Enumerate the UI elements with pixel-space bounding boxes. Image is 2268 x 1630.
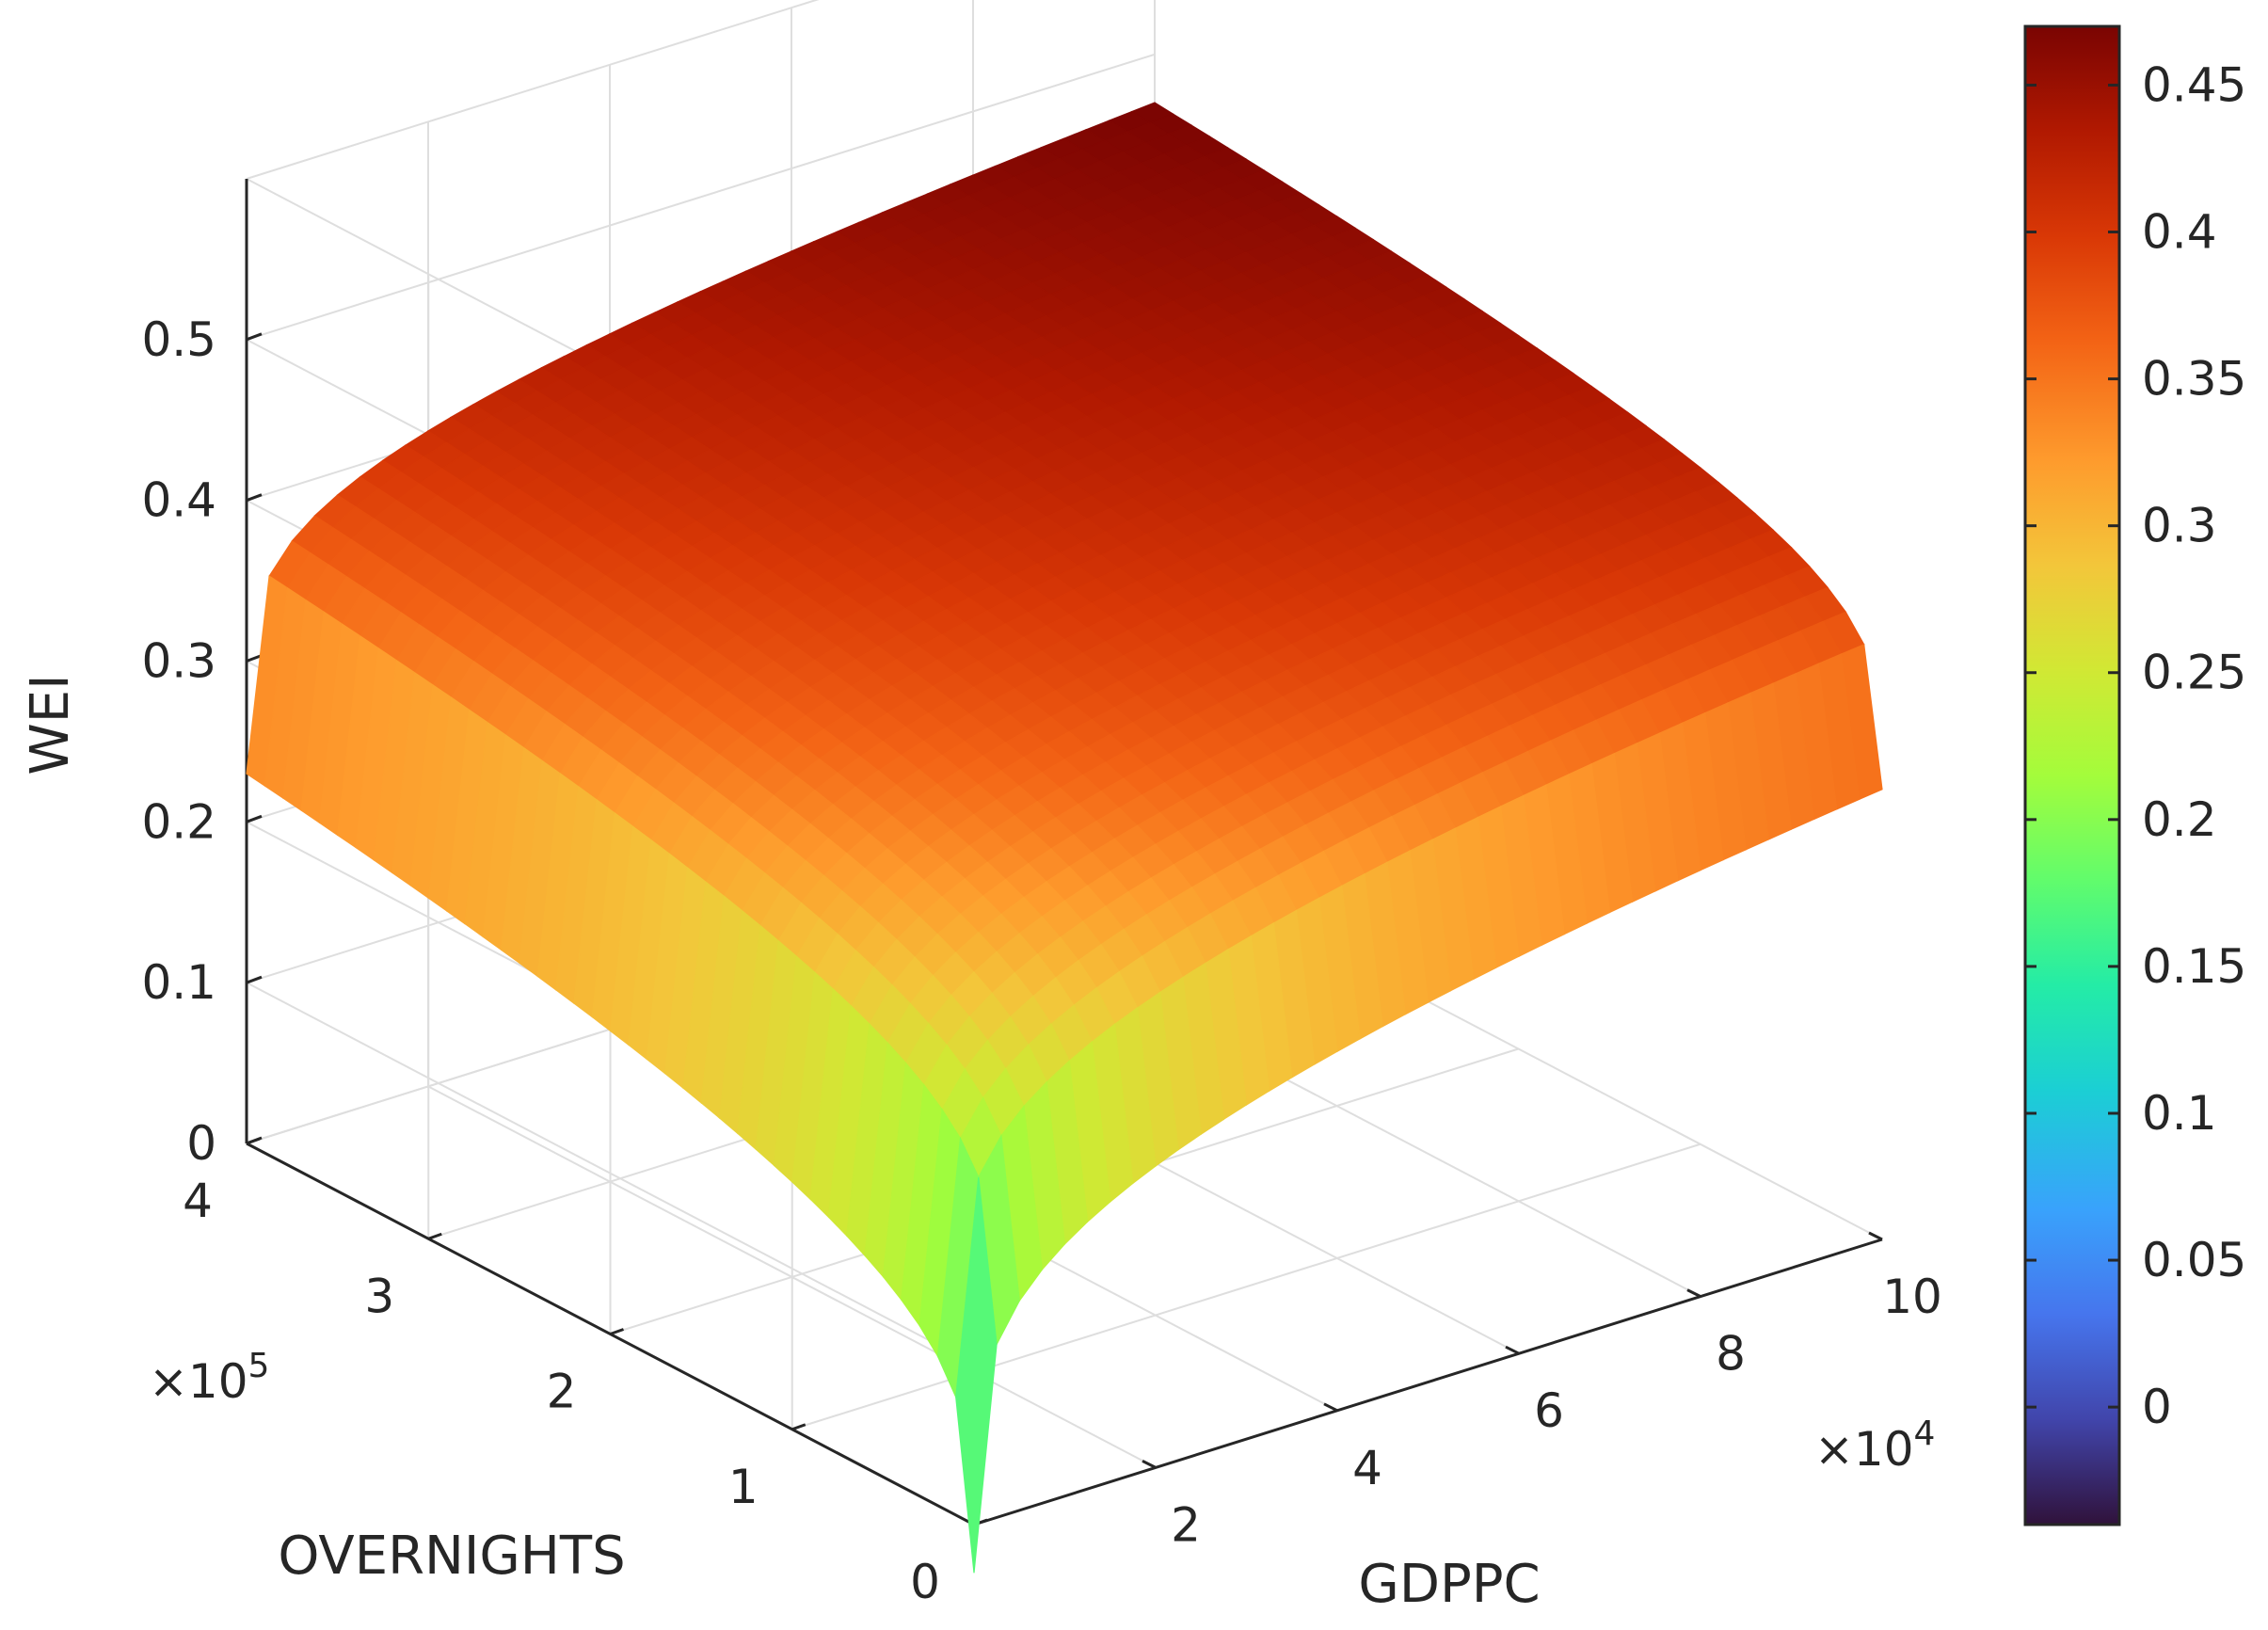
x-tick-mark <box>1142 1460 1157 1469</box>
colorbar-gradient <box>2023 24 2121 1526</box>
x-tick-label: 10 <box>1882 1270 1942 1324</box>
grid-line <box>246 0 820 180</box>
colorbar: 0 0.05 0.1 0.15 0.2 0.25 0.3 0.35 0.4 0.45 <box>2023 24 2246 1526</box>
colorbar-tick-label: 0.3 <box>2142 499 2217 553</box>
z-tick-label: 0.4 <box>141 473 216 528</box>
z-tick-mark <box>246 1136 263 1145</box>
x-tick-label: 4 <box>1352 1441 1382 1495</box>
grid-line <box>791 1143 1701 1430</box>
y-axis-title: OVERNIGHTS <box>278 1526 625 1587</box>
y-tick-mark <box>791 1423 807 1431</box>
grid-line <box>246 982 975 1366</box>
colorbar-tick-label: 0 <box>2142 1380 2172 1434</box>
axes <box>245 179 1883 1526</box>
z-tick-label: 0.3 <box>141 634 216 689</box>
colorbar-tick-label: 0.2 <box>2142 792 2217 847</box>
y-exponent-label: ×105 <box>149 1347 269 1409</box>
z-tick-mark <box>246 332 263 342</box>
x-exponent-label: ×104 <box>1814 1414 1935 1477</box>
x-tick-label: 6 <box>1534 1383 1564 1438</box>
z-tick-mark <box>246 654 263 663</box>
x-tick-mark <box>1323 1402 1338 1413</box>
x-tick-label: 8 <box>1716 1327 1746 1382</box>
colorbar-tick-label: 0.25 <box>2142 646 2246 700</box>
z-tick-label: 0.2 <box>141 794 216 849</box>
colorbar-tick-label: 0.45 <box>2142 57 2246 112</box>
y-tick-mark <box>609 1328 625 1335</box>
z-axis-title: WEI <box>20 674 81 775</box>
y-tick-label: 4 <box>183 1174 213 1228</box>
axis-labels: WEI OVERNIGHTS GDPPC 2 4 6 8 10 ×104 0 1 2 3 4 ×105… <box>20 312 1942 1615</box>
z-tick-mark <box>246 493 263 503</box>
z-tick-mark <box>246 975 263 984</box>
z-tick-label: 0.5 <box>141 312 216 367</box>
colorbar-tick-label: 0.05 <box>2142 1233 2246 1287</box>
grid-line <box>246 53 1156 341</box>
colorbar-tick-label: 0.15 <box>2142 939 2246 994</box>
z-tick-label: 0 <box>186 1116 216 1171</box>
surface-mesh <box>246 102 1883 1574</box>
z-tick-label: 0.1 <box>141 955 216 1010</box>
y-tick-label: 1 <box>728 1460 759 1514</box>
y-tick-label: 0 <box>910 1555 940 1609</box>
y-tick-label: 2 <box>547 1365 577 1419</box>
colorbar-tick-label: 0.1 <box>2142 1086 2217 1141</box>
colorbar-ticks: 0 0.05 0.1 0.15 0.2 0.25 0.3 0.35 0.4 0.45 <box>2025 57 2246 1434</box>
z-tick-mark <box>246 814 263 823</box>
y-tick-mark <box>427 1232 442 1240</box>
x-tick-mark <box>1505 1345 1520 1355</box>
colorbar-tick-label: 0.4 <box>2142 205 2217 260</box>
surface-patch <box>955 1176 998 1574</box>
x-axis-line <box>973 1238 1883 1526</box>
colorbar-tick-label: 0.35 <box>2142 352 2246 407</box>
x-tick-mark <box>1868 1231 1883 1241</box>
x-tick-mark <box>1686 1288 1701 1298</box>
x-axis-title: GDPPC <box>1358 1554 1540 1615</box>
y-tick-label: 3 <box>364 1269 394 1323</box>
x-tick-label: 2 <box>1171 1497 1201 1552</box>
